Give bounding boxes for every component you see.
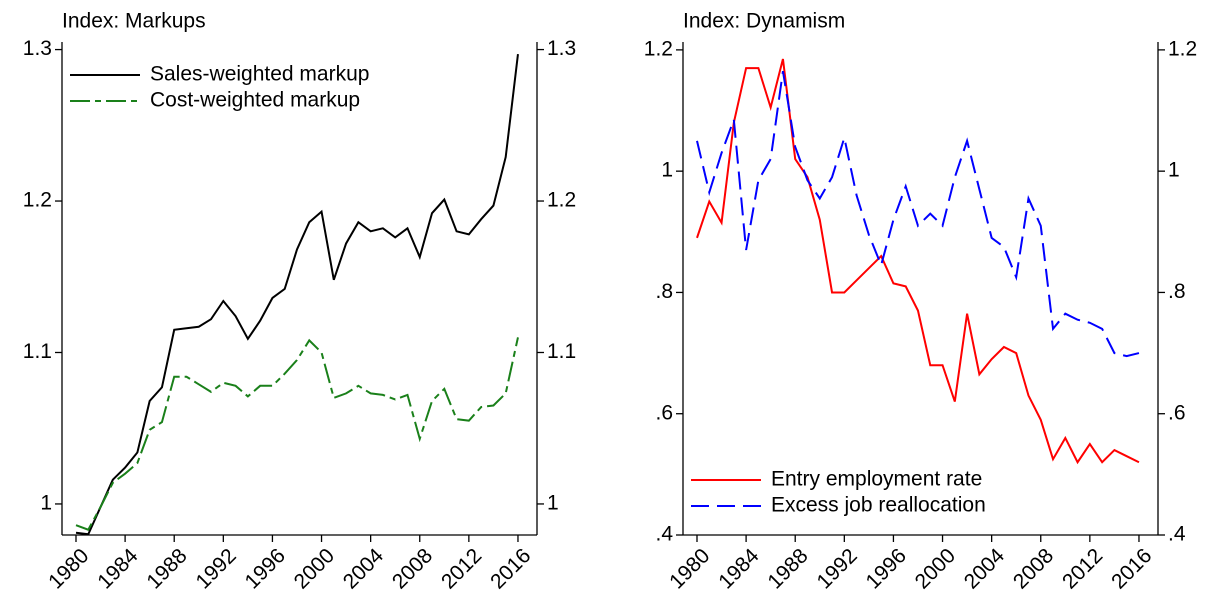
x-tick-label: 2012: [1058, 544, 1107, 592]
y-tick-label: 1.1: [547, 340, 576, 363]
x-tick-label: 1984: [93, 544, 143, 592]
x-tick-label: 1984: [714, 544, 764, 592]
y-tick-label: .4: [655, 523, 673, 546]
y-tick-label: .8: [1168, 280, 1186, 303]
series-line: [696, 58, 1140, 465]
x-tick-label: 1988: [142, 544, 191, 592]
y-tick-label: .8: [655, 280, 673, 303]
x-tick-label: 1992: [812, 544, 861, 592]
x-tick-label: 2012: [437, 544, 486, 592]
x-tick-label: 2008: [388, 544, 437, 592]
x-tick-label: 2016: [486, 544, 535, 592]
y-tick-label: 1.1: [23, 340, 52, 363]
series-line: [75, 54, 519, 536]
legend-label: Entry employment rate: [771, 468, 982, 491]
x-tick-label: 1996: [862, 544, 911, 592]
x-tick-label: 2004: [960, 544, 1010, 592]
y-tick-label: 1: [547, 491, 559, 514]
x-tick-label: 2008: [1009, 544, 1058, 592]
y-tick-label: .6: [1168, 401, 1186, 424]
y-tick-label: 1: [40, 491, 52, 514]
x-tick-label: 1980: [665, 544, 714, 592]
y-tick-label: 1: [1168, 159, 1180, 182]
x-tick-label: 1992: [191, 544, 240, 592]
y-tick-label: 1.3: [547, 37, 576, 60]
series-line: [75, 337, 519, 531]
y-tick-label: 1.2: [23, 189, 52, 212]
legend-label: Excess job reallocation: [771, 494, 986, 517]
y-tick-label: 1.3: [23, 37, 52, 60]
y-tick-label: .4: [1168, 523, 1186, 546]
x-tick-label: 2000: [911, 544, 960, 592]
chart-title: Index: Markups: [62, 10, 206, 33]
series-line: [696, 70, 1140, 358]
y-tick-label: 1: [661, 159, 673, 182]
y-tick-label: 1.2: [1168, 37, 1197, 60]
y-tick-label: 1.2: [644, 37, 673, 60]
x-tick-label: 2000: [290, 544, 339, 592]
x-tick-label: 2004: [339, 544, 389, 592]
x-tick-label: 2016: [1107, 544, 1156, 592]
legend-label: Cost-weighted markup: [150, 89, 360, 112]
x-tick-label: 1996: [241, 544, 290, 592]
x-tick-label: 1980: [44, 544, 93, 592]
chart-title: Index: Dynamism: [683, 10, 845, 33]
y-tick-label: 1.2: [547, 189, 576, 212]
y-tick-label: .6: [655, 401, 673, 424]
legend-label: Sales-weighted markup: [150, 63, 369, 86]
x-tick-label: 1988: [763, 544, 812, 592]
